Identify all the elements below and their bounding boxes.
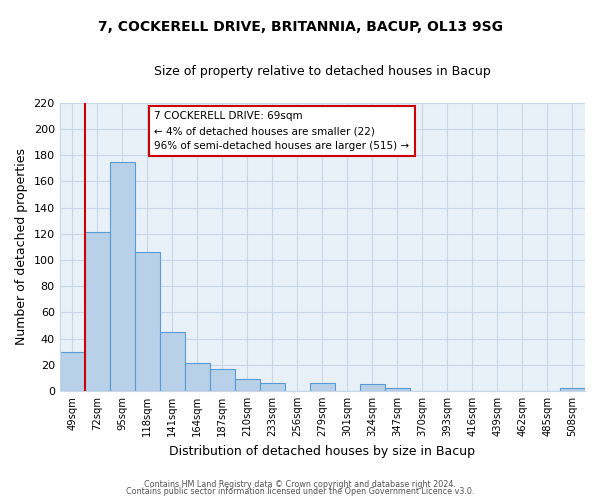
Bar (385, 388, 410, 391)
Title: Size of property relative to detached houses in Bacup: Size of property relative to detached ho… (154, 65, 491, 78)
Bar (110, 162, 135, 391)
Bar (85, 232, 110, 391)
Bar (210, 368, 235, 391)
Bar (360, 384, 385, 391)
Text: 7, COCKERELL DRIVE, BRITANNIA, BACUP, OL13 9SG: 7, COCKERELL DRIVE, BRITANNIA, BACUP, OL… (97, 20, 503, 34)
Bar (260, 383, 285, 391)
Text: Contains HM Land Registry data © Crown copyright and database right 2024.: Contains HM Land Registry data © Crown c… (144, 480, 456, 489)
Bar (560, 388, 585, 391)
Bar (310, 383, 335, 391)
Bar (185, 364, 210, 391)
Text: Contains public sector information licensed under the Open Government Licence v3: Contains public sector information licen… (126, 487, 474, 496)
Bar (160, 332, 185, 391)
Bar (235, 379, 260, 391)
Y-axis label: Number of detached properties: Number of detached properties (15, 148, 28, 346)
Bar (135, 252, 160, 391)
Text: 7 COCKERELL DRIVE: 69sqm
← 4% of detached houses are smaller (22)
96% of semi-de: 7 COCKERELL DRIVE: 69sqm ← 4% of detache… (154, 112, 409, 151)
X-axis label: Distribution of detached houses by size in Bacup: Distribution of detached houses by size … (169, 444, 475, 458)
Bar (59, 352, 85, 391)
